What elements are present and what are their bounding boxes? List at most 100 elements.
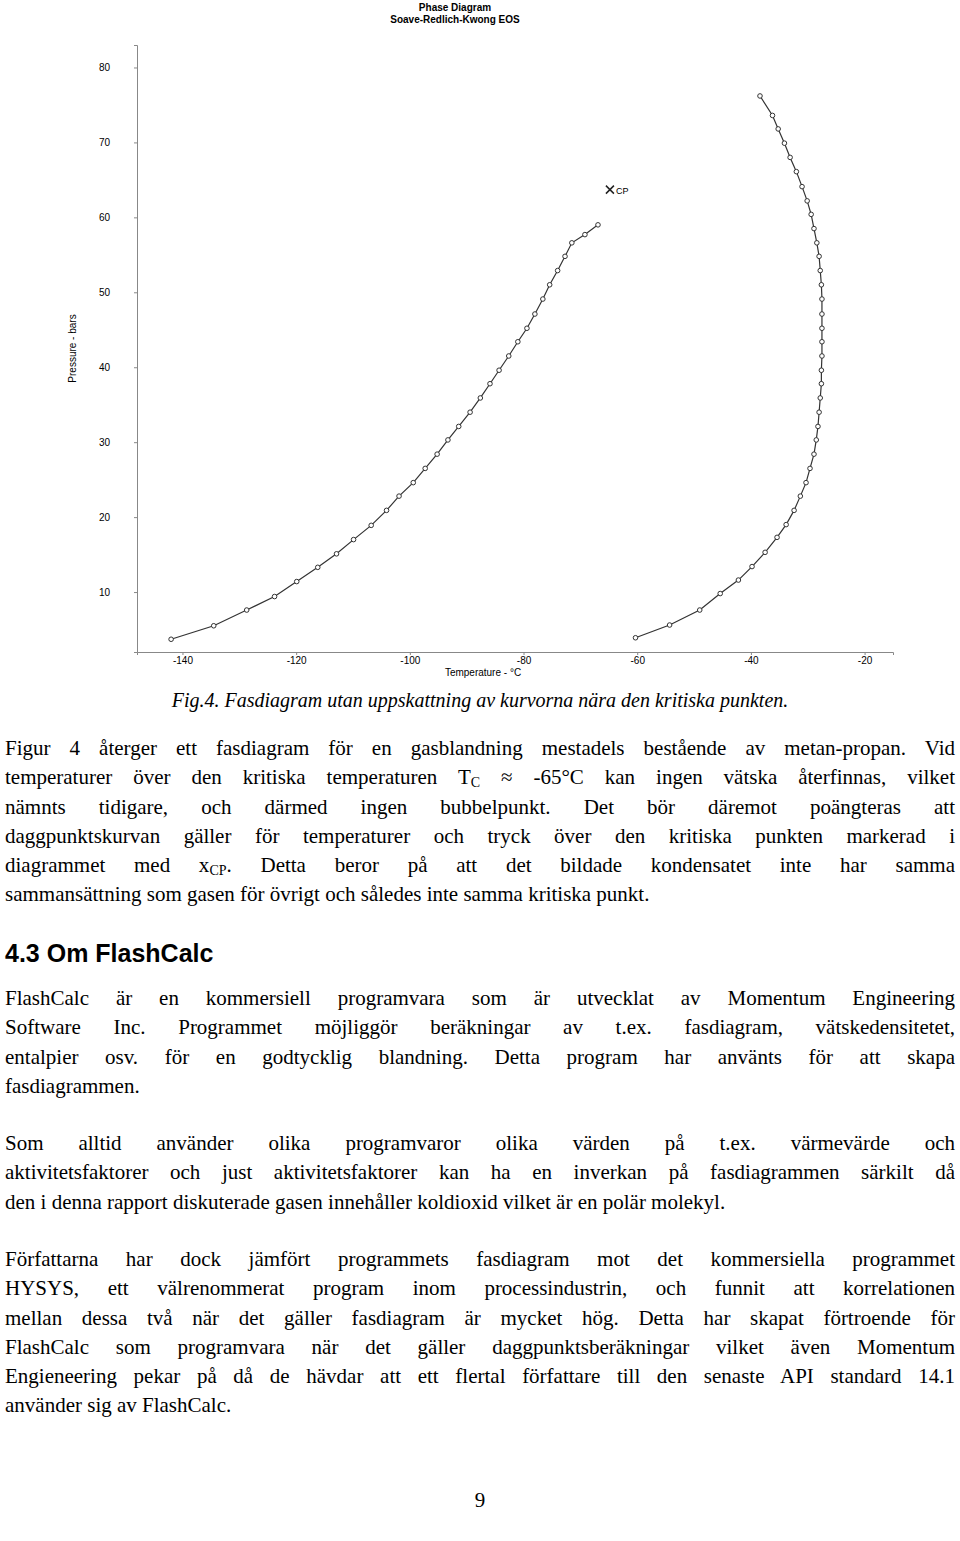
tick: 50 <box>99 287 137 298</box>
text-run: . Detta beror på att det bildade kondens… <box>227 853 956 877</box>
tick-label: 20 <box>99 512 111 523</box>
text-run: diagrammet med x <box>5 853 209 877</box>
point <box>563 254 568 259</box>
x-axis-title: Temperature - °C <box>445 667 521 678</box>
tick-mark <box>134 442 137 443</box>
text-run: använder sig av FlashCalc. <box>5 1393 231 1417</box>
tick-label: -100 <box>400 655 420 666</box>
text-line: diagrammet med xCP. Detta beror på att d… <box>5 851 955 880</box>
point <box>446 438 451 443</box>
tick-mark <box>134 67 137 68</box>
point <box>763 550 768 555</box>
curve <box>636 96 822 638</box>
tick-label: -140 <box>173 655 193 666</box>
point <box>718 591 723 596</box>
y-axis-title: Pressure - bars <box>67 314 78 382</box>
text-run: fasdiagrammen. <box>5 1074 140 1098</box>
point <box>804 480 809 485</box>
point <box>815 241 820 246</box>
point <box>423 466 428 471</box>
page-number: 9 <box>0 1486 960 1515</box>
text-run: Software Inc. Programmet möjliggör beräk… <box>5 1015 955 1039</box>
text-run: FlashCalc som programvara när det gäller… <box>5 1335 955 1359</box>
text-run: ≈ -65°C kan ingen vätska återfinnas, vil… <box>480 765 955 789</box>
paragraph: Figur 4 återger ett fasdiagram för en ga… <box>5 734 955 910</box>
text-line: daggpunktskurvan gäller för temperaturer… <box>5 822 955 851</box>
tick-label: -120 <box>287 655 307 666</box>
tick: -80 <box>517 652 532 666</box>
point <box>506 354 511 359</box>
point <box>497 368 502 373</box>
text-line: Software Inc. Programmet möjliggör beräk… <box>5 1013 955 1042</box>
paragraph: Författarna har dock jämfört programmets… <box>5 1245 955 1421</box>
text-run: FlashCalc är en kommersiell programvara … <box>5 986 955 1010</box>
text-line: HYSYS, ett välrenommerat program inom pr… <box>5 1274 955 1303</box>
tick: 40 <box>99 362 137 373</box>
point <box>792 508 797 513</box>
point <box>776 127 781 132</box>
tick: 80 <box>99 62 137 73</box>
x-axis: -140-120-100-80-60-40-20 <box>138 652 894 666</box>
point <box>770 113 775 118</box>
axis-line <box>134 46 138 653</box>
tick-mark <box>134 292 137 293</box>
point <box>315 565 320 570</box>
point <box>468 410 473 415</box>
point <box>812 452 817 457</box>
text-run: Engieneering pekar på då de hävdar att e… <box>5 1364 955 1388</box>
text-run: Figur 4 återger ett fasdiagram för en ga… <box>5 736 955 760</box>
point <box>818 396 823 401</box>
text-line: använder sig av FlashCalc. <box>5 1391 955 1420</box>
tick-mark <box>134 217 137 218</box>
point <box>736 578 741 583</box>
point <box>809 212 814 217</box>
text-line: aktivitetsfaktorer och just aktivitetsfa… <box>5 1158 955 1187</box>
text-line: entalpier osv. för en godtycklig blandni… <box>5 1043 955 1072</box>
annotation: CP <box>616 186 629 196</box>
tick-mark <box>134 142 137 143</box>
point <box>812 226 817 231</box>
point <box>294 579 299 584</box>
point <box>583 232 588 237</box>
point <box>435 452 440 457</box>
tick: 10 <box>99 587 137 598</box>
chart-subtitle: Soave-Redlich-Kwong EOS <box>390 14 520 25</box>
tick-label: 50 <box>99 287 111 298</box>
tick-label: -80 <box>517 655 532 666</box>
point <box>169 637 174 642</box>
text-line: fasdiagrammen. <box>5 1072 955 1101</box>
point <box>782 141 787 146</box>
tick-label: -40 <box>744 655 759 666</box>
point <box>805 199 810 204</box>
point <box>525 326 530 331</box>
point <box>750 564 755 569</box>
point <box>570 241 575 246</box>
curve <box>171 225 598 639</box>
point <box>820 297 825 302</box>
text-run: mellan dessa två när det gäller fasdiagr… <box>5 1306 955 1330</box>
figure-caption: Fig.4. Fasdiagram utan uppskattning av k… <box>0 686 960 715</box>
point <box>547 283 552 288</box>
point <box>516 339 521 344</box>
tick: 70 <box>99 137 137 148</box>
text-run: sammansättning som gasen för övrigt och … <box>5 882 649 906</box>
tick: -120 <box>287 652 307 666</box>
tick-mark <box>134 367 137 368</box>
point <box>819 381 824 386</box>
critical-point <box>606 186 614 194</box>
phase-diagram: Phase DiagramSoave-Redlich-Kwong EOS-140… <box>0 0 960 680</box>
point <box>808 466 813 471</box>
subscript: CP <box>209 863 226 878</box>
text-line: nämnts tidigare, och därmed ingen bubbel… <box>5 793 955 822</box>
point <box>411 480 416 485</box>
text-line: Författarna har dock jämfört programmets… <box>5 1245 955 1274</box>
point <box>211 623 216 628</box>
point <box>820 326 825 331</box>
point <box>533 312 538 317</box>
point <box>541 297 546 302</box>
text-run: HYSYS, ett välrenommerat program inom pr… <box>5 1276 955 1300</box>
tick-mark <box>134 517 137 518</box>
point <box>788 155 793 160</box>
text-run: temperaturer över den kritiska temperatu… <box>5 765 471 789</box>
point <box>667 623 672 628</box>
